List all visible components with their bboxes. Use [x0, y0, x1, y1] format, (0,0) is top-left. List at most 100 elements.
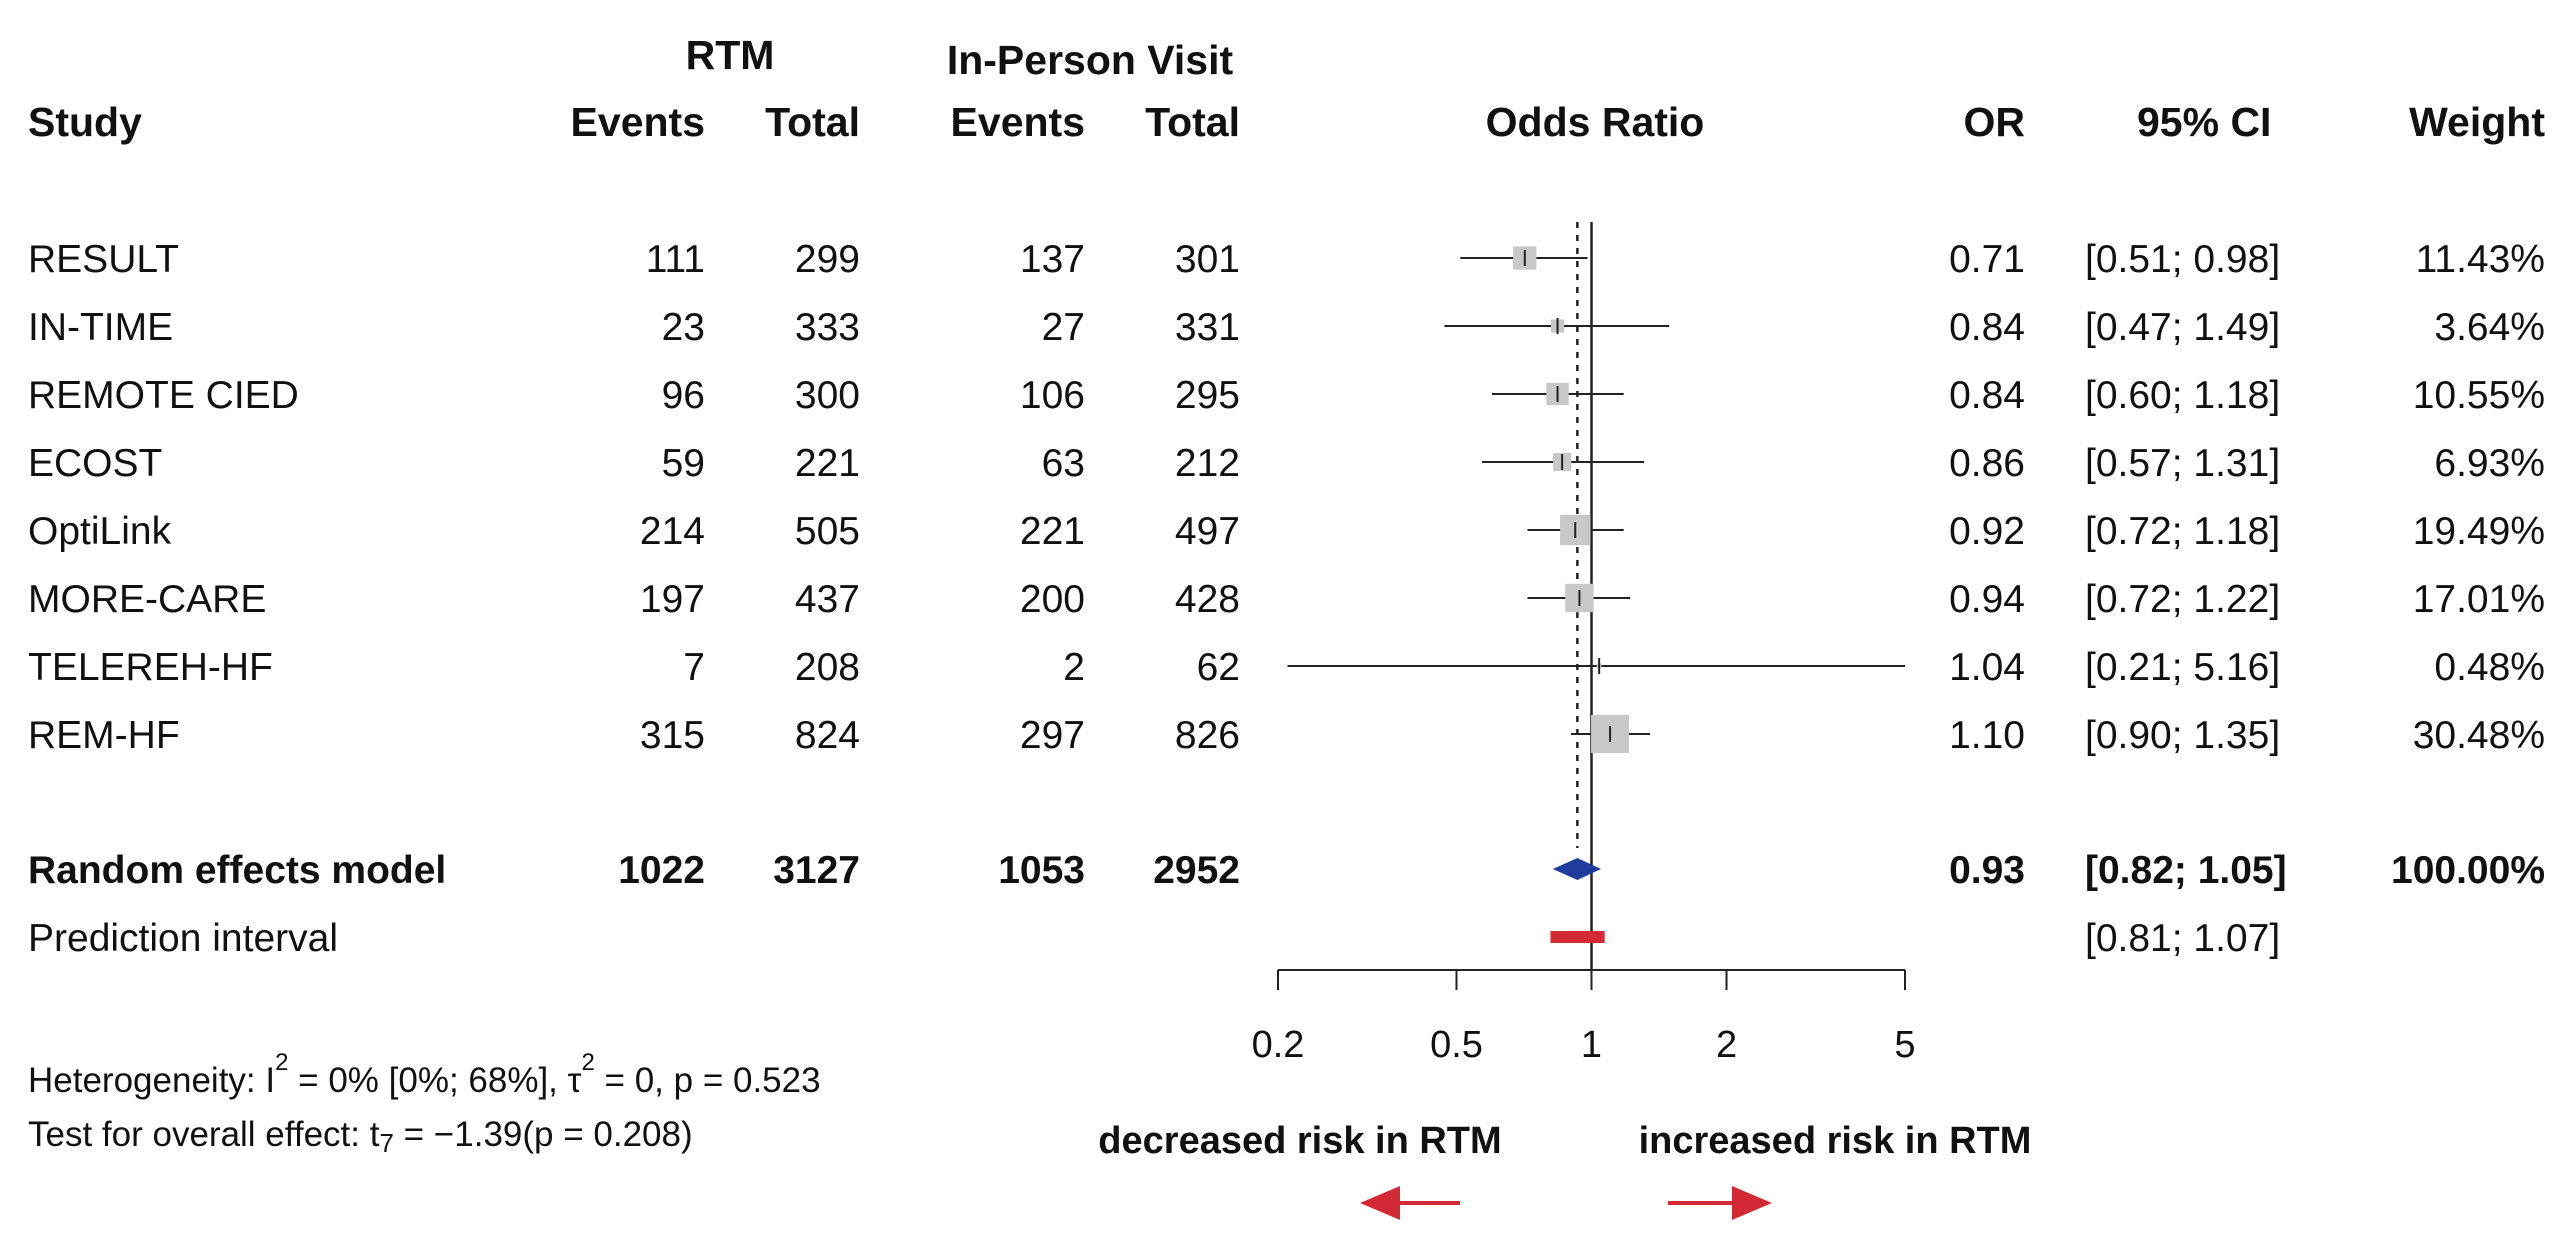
- ci-value: [0.57; 1.31]: [2085, 442, 2281, 485]
- ipv-events: 2: [1063, 646, 1085, 689]
- weight-value: 17.01%: [2412, 578, 2545, 621]
- rtm-total-header: Total: [765, 99, 860, 145]
- weight-value: 30.48%: [2412, 714, 2545, 757]
- odds-ratio-header: Odds Ratio: [1485, 99, 1705, 145]
- i2-superscript: 2: [275, 1049, 289, 1076]
- study-name: REMOTE CIED: [28, 374, 299, 417]
- rtm-total: 505: [794, 510, 860, 553]
- pooled-or-value: 0.93: [1949, 849, 2025, 892]
- x-axis-tick-label: 0.5: [1430, 1024, 1483, 1066]
- or-value: 1.10: [1949, 714, 2025, 757]
- ci-value: [0.60; 1.18]: [2085, 374, 2281, 417]
- overall-effect-prefix: Test for overall effect: t: [28, 1115, 380, 1154]
- study-column-header: Study: [28, 99, 142, 145]
- prediction-interval-bar: [1550, 931, 1605, 943]
- rtm-total: 299: [794, 238, 860, 281]
- x-axis-tick-label: 0.2: [1252, 1024, 1305, 1066]
- weight-header: Weight: [2409, 99, 2545, 145]
- study-name: RESULT: [28, 238, 179, 281]
- or-value: 0.71: [1949, 238, 2025, 281]
- prediction-interval-label: Prediction interval: [28, 917, 338, 960]
- ci-value: [0.21; 5.16]: [2085, 646, 2281, 689]
- prediction-interval-ci: [0.81; 1.07]: [2085, 917, 2281, 960]
- ipv-group-header: In-Person Visit: [946, 37, 1234, 83]
- rtm-total: 824: [794, 714, 860, 757]
- rtm-total: 221: [794, 442, 860, 485]
- or-value: 0.84: [1949, 374, 2025, 417]
- study-name: TELEREH-HF: [28, 646, 273, 689]
- weight-value: 19.49%: [2412, 510, 2545, 553]
- increased-risk-label: increased risk in RTM: [1638, 1120, 2032, 1162]
- rtm-events: 59: [661, 442, 705, 485]
- ci-value: [0.72; 1.18]: [2085, 510, 2281, 553]
- decreased-risk-label: decreased risk in RTM: [1098, 1120, 1502, 1162]
- x-axis-tick-label: 1: [1581, 1024, 1602, 1066]
- ci-value: [0.90; 1.35]: [2085, 714, 2281, 757]
- ipv-events: 297: [1019, 714, 1085, 757]
- ipv-total: 428: [1174, 578, 1240, 621]
- weight-value: 0.48%: [2434, 646, 2545, 689]
- rtm-total: 208: [794, 646, 860, 689]
- x-axis-tick-label: 2: [1716, 1024, 1737, 1066]
- rtm-total: 333: [794, 306, 860, 349]
- ci-value: [0.51; 0.98]: [2085, 238, 2281, 281]
- or-value: 0.86: [1949, 442, 2025, 485]
- rtm-events: 111: [645, 238, 705, 281]
- ipv-events: 221: [1019, 510, 1085, 553]
- ipv-events: 106: [1019, 374, 1085, 417]
- pooled-rtm-events: 1022: [618, 849, 705, 892]
- heterogeneity-prefix: Heterogeneity: I: [28, 1061, 276, 1100]
- or-header: OR: [1963, 99, 2026, 145]
- or-value: 0.94: [1949, 578, 2025, 621]
- ci-value: [0.72; 1.22]: [2085, 578, 2281, 621]
- pooled-ci-value: [0.82; 1.05]: [2085, 849, 2287, 892]
- study-name: ECOST: [28, 442, 163, 485]
- ipv-total: 212: [1174, 442, 1240, 485]
- ipv-total: 301: [1174, 238, 1240, 281]
- rtm-total: 300: [794, 374, 860, 417]
- rtm-group-header: RTM: [685, 32, 775, 78]
- ipv-total: 331: [1174, 306, 1240, 349]
- rtm-events: 96: [661, 374, 705, 417]
- rtm-events: 214: [639, 510, 705, 553]
- pooled-rtm-total: 3127: [773, 849, 860, 892]
- ipv-events: 200: [1019, 578, 1085, 621]
- weight-value: 6.93%: [2434, 442, 2545, 485]
- or-value: 0.92: [1949, 510, 2025, 553]
- weight-value: 10.55%: [2412, 374, 2545, 417]
- tau2-superscript: 2: [581, 1049, 595, 1076]
- study-name: OptiLink: [28, 510, 172, 553]
- pooled-ipv-total: 2952: [1153, 849, 1240, 892]
- or-value: 0.84: [1949, 306, 2025, 349]
- ci-value: [0.47; 1.49]: [2085, 306, 2281, 349]
- ipv-total: 497: [1174, 510, 1240, 553]
- ci-header: 95% CI: [2137, 99, 2272, 145]
- heterogeneity-suffix: = 0, p = 0.523: [594, 1061, 821, 1100]
- overall-effect-text: Test for overall effect: t7 = −1.39(p = …: [28, 1115, 693, 1156]
- ipv-events: 27: [1041, 306, 1085, 349]
- rtm-events: 7: [683, 646, 705, 689]
- rtm-events: 315: [639, 714, 705, 757]
- ipv-total-header: Total: [1145, 99, 1240, 145]
- df-subscript: 7: [379, 1128, 394, 1158]
- weight-value: 3.64%: [2434, 306, 2545, 349]
- or-value: 1.04: [1949, 646, 2025, 689]
- pooled-ipv-events: 1053: [998, 849, 1085, 892]
- x-axis-tick-label: 5: [1894, 1024, 1915, 1066]
- left-arrow-head: [1360, 1186, 1400, 1220]
- ipv-total: 62: [1196, 646, 1240, 689]
- heterogeneity-text: Heterogeneity: I2 = 0% [0%; 68%], τ2 = 0…: [28, 1051, 821, 1100]
- rtm-events: 23: [661, 306, 705, 349]
- study-name: REM-HF: [28, 714, 180, 757]
- ipv-total: 826: [1174, 714, 1240, 757]
- ipv-events: 63: [1041, 442, 1085, 485]
- pooled-weight-value: 100.00%: [2391, 849, 2545, 892]
- ipv-events: 137: [1019, 238, 1085, 281]
- ipv-events-header: Events: [950, 99, 1085, 145]
- weight-value: 11.43%: [2415, 238, 2545, 281]
- pooled-diamond: [1552, 858, 1602, 880]
- pooled-model-name: Random effects model: [28, 849, 447, 892]
- study-name: IN-TIME: [28, 306, 174, 349]
- ipv-total: 295: [1174, 374, 1240, 417]
